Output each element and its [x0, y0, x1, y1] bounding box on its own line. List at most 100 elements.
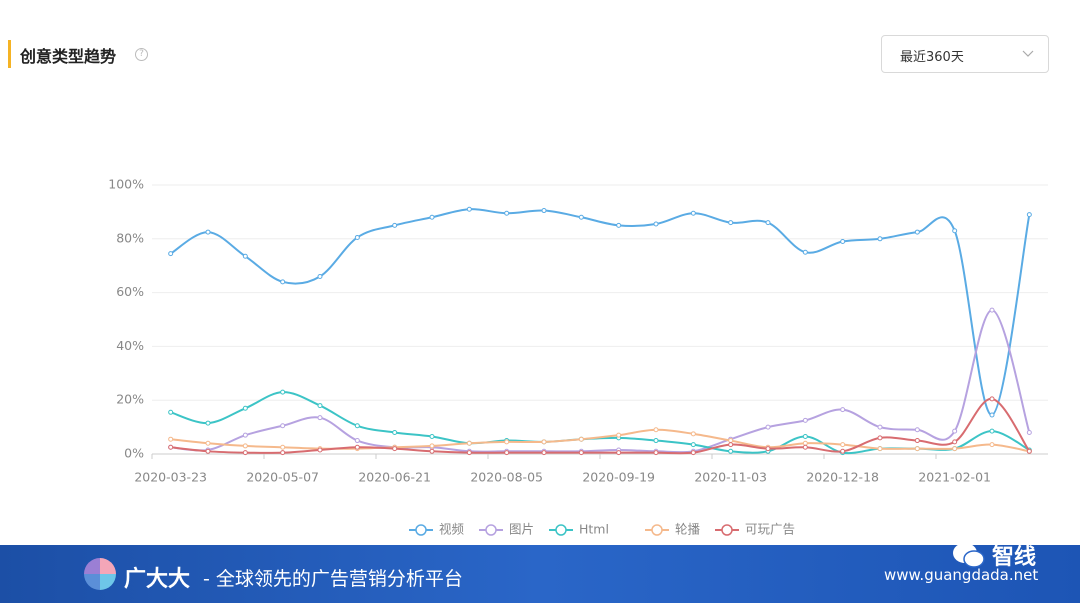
wechat-account: 智线	[992, 545, 1037, 570]
x-tick-label: 2020-12-18	[806, 470, 879, 485]
data-point	[802, 249, 808, 255]
x-tick-label: 2020-06-21	[358, 470, 431, 485]
data-point	[616, 432, 622, 438]
data-point	[1026, 429, 1032, 435]
data-point	[466, 440, 472, 446]
data-point	[802, 444, 808, 450]
data-point	[168, 436, 174, 442]
data-point	[242, 253, 248, 259]
data-point	[840, 238, 846, 244]
data-point	[429, 448, 435, 454]
data-point	[914, 427, 920, 433]
data-point	[354, 234, 360, 240]
legend-label: 视频	[439, 522, 465, 537]
data-point	[429, 214, 435, 220]
data-point	[1026, 448, 1032, 454]
data-point	[877, 424, 883, 430]
data-point	[317, 415, 323, 421]
range-dropdown[interactable]: 最近360天	[881, 35, 1049, 73]
data-point	[989, 442, 995, 448]
brand-logo	[84, 558, 116, 590]
legend-item[interactable]: 轮播	[645, 522, 701, 537]
footer-banner: 广大大 - 全球领先的广告营销分析平台 智线 www.guangdada.net	[0, 543, 1080, 603]
legend-symbol	[721, 524, 733, 536]
series-line	[170, 391, 1030, 455]
x-tick-label: 2020-11-03	[694, 470, 767, 485]
data-point	[914, 438, 920, 444]
legend-symbol	[415, 524, 427, 536]
y-tick-label: 100%	[108, 177, 144, 192]
data-point	[952, 428, 958, 434]
brand-name: 广大大	[124, 567, 191, 592]
x-tick-label: 2020-05-07	[246, 470, 319, 485]
data-point	[728, 448, 734, 454]
data-point	[578, 214, 584, 220]
y-tick-label: 0%	[124, 446, 144, 461]
data-point	[653, 427, 659, 433]
data-point	[1026, 212, 1032, 218]
data-point	[989, 428, 995, 434]
legend-symbol	[555, 524, 567, 536]
data-point	[728, 438, 734, 444]
data-point	[242, 443, 248, 449]
y-tick-label: 80%	[116, 230, 144, 245]
data-point	[914, 446, 920, 452]
data-point	[653, 438, 659, 444]
legend-item[interactable]: Html	[549, 522, 609, 537]
legend-item[interactable]: 视频	[409, 522, 465, 537]
data-point	[989, 396, 995, 402]
data-point	[840, 442, 846, 448]
data-point	[317, 447, 323, 453]
legend-item[interactable]: 可玩广告	[715, 522, 795, 537]
data-point	[168, 444, 174, 450]
data-point	[541, 439, 547, 445]
series-line	[170, 208, 1031, 417]
dropdown-arrow	[1022, 50, 1034, 57]
legend-label: Html	[579, 522, 609, 537]
data-point	[578, 436, 584, 442]
y-tick-label: 60%	[116, 284, 144, 299]
data-point	[802, 417, 808, 423]
data-point	[466, 450, 472, 456]
series-line	[170, 309, 1031, 454]
data-point	[429, 443, 435, 449]
y-tick-label: 40%	[116, 338, 144, 353]
data-point	[317, 273, 323, 279]
data-point	[205, 229, 211, 235]
legend-label: 轮播	[675, 522, 701, 537]
x-tick-label: 2020-08-05	[470, 470, 543, 485]
data-point	[989, 412, 995, 418]
help-icon[interactable]: ?	[135, 48, 148, 61]
legend-item[interactable]: 图片	[479, 522, 534, 537]
data-point	[280, 423, 286, 429]
data-point	[877, 435, 883, 441]
legend-label: 图片	[509, 522, 534, 537]
data-point	[690, 442, 696, 448]
wechat-icon	[953, 543, 985, 568]
data-point	[690, 210, 696, 216]
data-point	[616, 222, 622, 228]
series-line	[170, 397, 1031, 455]
data-point	[840, 407, 846, 413]
data-point	[280, 444, 286, 450]
data-point	[168, 251, 174, 257]
data-point	[242, 450, 248, 456]
data-point	[952, 446, 958, 452]
data-point	[429, 434, 435, 440]
data-point	[952, 439, 958, 445]
data-point	[354, 423, 360, 429]
data-point	[242, 405, 248, 411]
x-tick-label: 2020-03-23	[134, 470, 207, 485]
data-point	[504, 210, 510, 216]
x-tick-label: 2021-02-01	[918, 470, 991, 485]
title-accent	[8, 40, 11, 68]
data-point	[690, 450, 696, 456]
data-point	[690, 431, 696, 437]
section-title: 创意类型趋势	[20, 47, 117, 66]
data-point	[578, 450, 584, 456]
site-url: www.guangdada.net	[884, 566, 1039, 584]
data-point	[504, 439, 510, 445]
data-point	[466, 206, 472, 212]
data-point	[354, 438, 360, 444]
series-line	[170, 428, 1030, 453]
